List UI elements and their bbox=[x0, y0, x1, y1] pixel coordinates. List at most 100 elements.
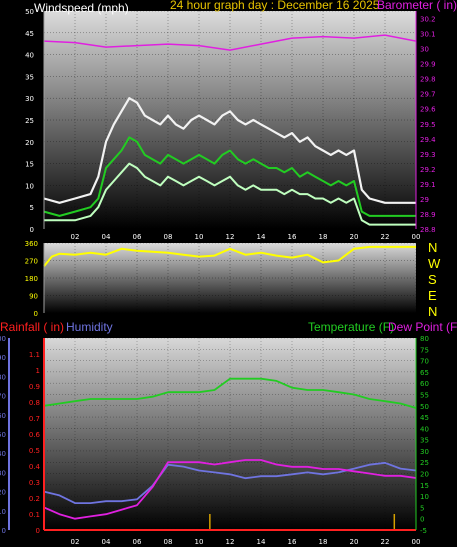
rain-y-tick-4: 0.4 bbox=[29, 463, 41, 471]
wind-x-tick-2: 06 bbox=[133, 233, 142, 241]
wind-label: Windspeed (mph) bbox=[34, 1, 129, 15]
dir-y-tick-3: 270 bbox=[25, 258, 38, 266]
rain-y-tick-8: 0.8 bbox=[29, 399, 40, 407]
climate-x-tick-7: 16 bbox=[288, 538, 297, 546]
dir-letter-n-top: N bbox=[428, 240, 437, 255]
baro-y-tick-10: 29.8 bbox=[420, 76, 436, 84]
rain-y-tick-1: 0.1 bbox=[29, 511, 40, 519]
humidity-line bbox=[43, 461, 417, 505]
humidity-y-tick-4: 40 bbox=[0, 450, 6, 458]
baro-y-tick-12: 30 bbox=[420, 46, 429, 54]
wind-y-tick-2: 10 bbox=[25, 182, 34, 190]
temp-y-tick-0: -5 bbox=[420, 527, 427, 535]
wind-y-tick-3: 15 bbox=[25, 161, 34, 169]
rainfall-label: Rainfall ( in) bbox=[0, 320, 64, 334]
temp-y-tick-17: 80 bbox=[420, 335, 429, 343]
rain-y-tick-10: 1 bbox=[36, 367, 40, 375]
wind-y-tick-5: 25 bbox=[25, 117, 34, 125]
wind-x-tick-10: 22 bbox=[381, 233, 390, 241]
direction-panel-ticks: 0 90 180 270 360 bbox=[25, 240, 38, 318]
temp-y-tick-9: 40 bbox=[420, 425, 429, 433]
humidity-y-tick-0: 0 bbox=[2, 527, 6, 535]
temp-y-tick-12: 55 bbox=[420, 391, 429, 399]
climate-x-tick-2: 06 bbox=[133, 538, 142, 546]
humidity-y-tick-5: 50 bbox=[0, 431, 6, 439]
climate-x-tick-3: 08 bbox=[164, 538, 173, 546]
temp-y-tick-3: 10 bbox=[420, 493, 429, 501]
wind-x-tick-11: 00 bbox=[412, 233, 421, 241]
humidity-label: Humidity bbox=[66, 320, 113, 334]
humidity-y-tick-6: 60 bbox=[0, 412, 6, 420]
direction-panel-series bbox=[43, 245, 416, 267]
wind-y-tick-1: 5 bbox=[30, 204, 34, 212]
humidity-y-tick-1: 10 bbox=[0, 508, 6, 516]
wind-y-tick-4: 20 bbox=[25, 139, 34, 147]
wind-x-tick-6: 14 bbox=[257, 233, 266, 241]
wind-y-tick-9: 45 bbox=[25, 30, 34, 38]
climate-x-tick-4: 10 bbox=[195, 538, 204, 546]
wind-y-tick-7: 35 bbox=[25, 73, 34, 81]
dir-y-tick-0: 0 bbox=[34, 310, 38, 318]
dir-y-tick-2: 180 bbox=[25, 275, 38, 283]
rain-y-tick-2: 0.2 bbox=[29, 495, 40, 503]
climate-x-tick-11: 00 bbox=[412, 538, 421, 546]
wind-avg-line bbox=[43, 136, 416, 217]
dew-point-line bbox=[43, 459, 417, 520]
direction-line bbox=[43, 245, 416, 267]
temp-y-tick-16: 75 bbox=[420, 346, 429, 354]
wind-x-tick-7: 16 bbox=[288, 233, 297, 241]
baro-y-tick-0: 28.8 bbox=[420, 226, 436, 234]
wind-gust-line bbox=[43, 97, 416, 204]
direction-panel-grid bbox=[44, 242, 417, 314]
climate-x-tick-10: 22 bbox=[381, 538, 390, 546]
climate-panel-ticks: -505101520253035404550556065707580010203… bbox=[0, 335, 429, 546]
baro-y-tick-9: 29.7 bbox=[420, 91, 436, 99]
rain-y-tick-6: 0.6 bbox=[29, 431, 41, 439]
wind-panel-grid bbox=[44, 10, 417, 230]
rain-y-tick-11: 1.1 bbox=[29, 351, 40, 359]
climate-x-tick-9: 20 bbox=[350, 538, 359, 546]
baro-y-tick-7: 29.5 bbox=[420, 121, 436, 129]
wind-y-tick-0: 0 bbox=[30, 226, 34, 234]
temp-y-tick-7: 30 bbox=[420, 448, 429, 456]
dir-letter-n-bottom: N bbox=[428, 304, 437, 319]
dir-y-tick-4: 360 bbox=[25, 240, 38, 248]
temp-y-tick-2: 5 bbox=[420, 504, 424, 512]
baro-y-tick-11: 29.9 bbox=[420, 61, 436, 69]
temp-y-tick-11: 50 bbox=[420, 403, 429, 411]
climate-x-tick-5: 12 bbox=[226, 538, 235, 546]
temp-y-tick-5: 20 bbox=[420, 471, 429, 479]
barometer-line bbox=[43, 34, 417, 51]
temp-y-tick-6: 25 bbox=[420, 459, 429, 467]
temperature-line bbox=[43, 377, 417, 409]
wind-y-tick-6: 30 bbox=[25, 95, 34, 103]
humidity-y-tick-3: 30 bbox=[0, 469, 6, 477]
temp-y-tick-1: 0 bbox=[420, 516, 424, 524]
climate-x-tick-1: 04 bbox=[102, 538, 111, 546]
wind-x-tick-1: 04 bbox=[102, 233, 111, 241]
climate-x-tick-0: 02 bbox=[71, 538, 80, 546]
wind-x-tick-8: 18 bbox=[319, 233, 328, 241]
humidity-y-tick-10: 100 bbox=[0, 335, 6, 343]
baro-y-tick-8: 29.6 bbox=[420, 106, 436, 114]
climate-x-tick-6: 14 bbox=[257, 538, 266, 546]
baro-y-tick-13: 30.1 bbox=[420, 31, 436, 39]
baro-y-tick-6: 29.4 bbox=[420, 136, 436, 144]
baro-y-tick-3: 29.1 bbox=[420, 181, 436, 189]
temp-y-tick-13: 60 bbox=[420, 380, 429, 388]
graph-title: 24 hour graph day : December 16 2025 bbox=[170, 0, 380, 12]
baro-label: Barometer ( in) bbox=[377, 0, 457, 12]
baro-y-tick-4: 29.2 bbox=[420, 166, 436, 174]
temp-y-tick-4: 15 bbox=[420, 482, 429, 490]
dir-letter-e: E bbox=[428, 288, 437, 303]
humidity-y-tick-9: 90 bbox=[0, 354, 6, 362]
temperature-label: Temperature (F) bbox=[308, 320, 394, 334]
wind-x-tick-0: 02 bbox=[71, 233, 80, 241]
rain-y-tick-3: 0.3 bbox=[29, 479, 40, 487]
baro-y-tick-1: 28.9 bbox=[420, 211, 436, 219]
dir-letter-s: S bbox=[428, 272, 437, 287]
temp-y-tick-14: 65 bbox=[420, 369, 429, 377]
temp-y-tick-8: 35 bbox=[420, 437, 429, 445]
